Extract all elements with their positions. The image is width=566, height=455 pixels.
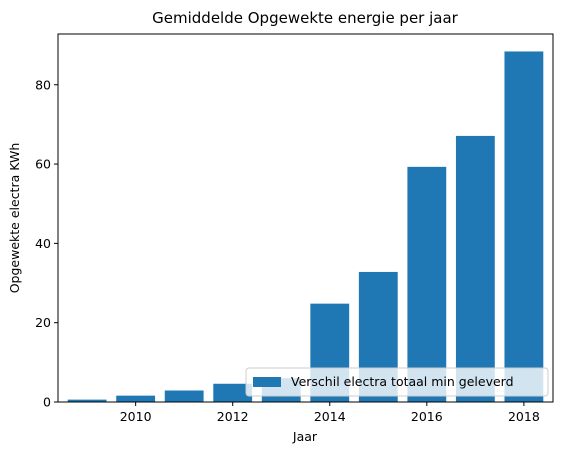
bar-2017	[455, 135, 495, 402]
chart-title: Gemiddelde Opgewekte energie per jaar	[152, 9, 459, 27]
bar-2016	[407, 166, 447, 402]
x-axis-label: Jaar	[292, 429, 318, 444]
y-tick-label-60: 60	[35, 157, 51, 172]
bar-2009	[67, 399, 107, 402]
bars-group	[67, 51, 544, 403]
y-tick-label-40: 40	[35, 236, 51, 251]
bar-2012	[213, 383, 253, 402]
y-tick-label-80: 80	[35, 77, 51, 92]
y-axis-ticks: 0 20 40 60 80	[35, 77, 58, 410]
bar-2010	[116, 395, 156, 402]
x-tick-label-2012: 2012	[217, 409, 249, 424]
bar-2011	[164, 390, 204, 402]
x-tick-label-2010: 2010	[120, 409, 152, 424]
x-tick-label-2018: 2018	[508, 409, 540, 424]
y-axis-label: Opgewekte electra KWh	[7, 143, 22, 294]
legend: Verschil electra totaal min geleverd	[245, 367, 549, 397]
y-tick-label-0: 0	[43, 395, 51, 410]
plot-frame	[57, 33, 554, 403]
legend-swatch	[253, 377, 281, 387]
y-tick-label-20: 20	[35, 315, 51, 330]
bar-2018	[504, 51, 544, 403]
legend-label: Verschil electra totaal min geleverd	[291, 374, 514, 389]
x-tick-label-2016: 2016	[411, 409, 443, 424]
x-axis-ticks: 2010 2012 2014 2016 2018	[120, 402, 540, 424]
legend-box	[245, 367, 549, 397]
x-tick-label-2014: 2014	[314, 409, 346, 424]
